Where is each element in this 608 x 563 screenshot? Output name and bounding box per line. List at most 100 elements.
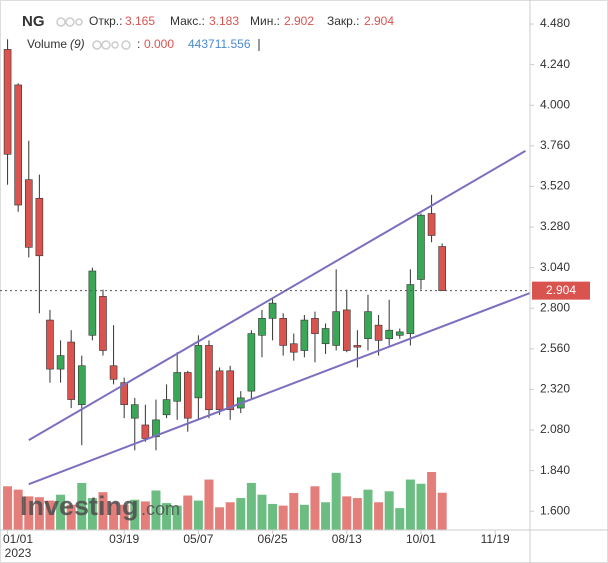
volume-bar (236, 498, 246, 530)
y-tick-label: 2.560 (540, 341, 570, 355)
last-price-label: 2.904 (546, 283, 576, 297)
volume-bar (13, 489, 23, 530)
y-tick-label: 3.280 (540, 219, 570, 233)
volume-bar (257, 494, 267, 530)
volume-bar (24, 496, 34, 530)
candle-body (385, 329, 393, 339)
volume-bar (34, 497, 44, 530)
watermark: Investing (20, 491, 139, 521)
volume-bar (3, 486, 13, 530)
high-label: Макс.: (170, 14, 205, 28)
volume-bar (331, 472, 341, 530)
x-tick-label: 05/07 (183, 532, 213, 546)
open-label: Откр.: (89, 14, 122, 28)
close-label: Закр.: (327, 14, 360, 28)
x-tick-label: 03/19 (109, 532, 139, 546)
volume-bar (162, 503, 172, 530)
y-tick-label: 4.480 (540, 16, 570, 30)
candle-body (215, 370, 224, 411)
candle-body (406, 284, 415, 334)
volume-value: 443711.556 (188, 37, 251, 51)
volume-bar (437, 492, 447, 530)
y-tick-label: 1.600 (540, 503, 570, 517)
volume-bar (427, 472, 437, 530)
candle-body (258, 318, 266, 336)
y-tick-label: 3.520 (540, 179, 570, 193)
y-tick-label: 2.800 (540, 300, 570, 314)
candle-body (35, 197, 44, 257)
low-value: 2.902 (284, 14, 314, 28)
candle-body (364, 311, 372, 339)
volume-ma: 0.000 (144, 37, 174, 51)
plot-area: Investing .com (3, 39, 531, 530)
trend-line (28, 292, 531, 486)
candle-body (342, 309, 351, 351)
candle-body (46, 319, 54, 370)
candle-body (268, 302, 277, 319)
candle-body (173, 372, 181, 402)
candle-body (279, 318, 287, 346)
volume-bar (395, 508, 405, 530)
y-tick-label: 4.240 (540, 57, 570, 71)
legend-icons (56, 17, 131, 50)
last-price-box (532, 281, 590, 300)
candle-body (438, 246, 446, 291)
candle-body (194, 345, 203, 399)
volume-bar (193, 500, 203, 530)
candle-body (88, 270, 97, 336)
candle-body (183, 372, 192, 419)
year-label: 2023 (5, 546, 32, 560)
x-tick-label: 10/01 (406, 532, 436, 546)
volume-bar (130, 499, 140, 530)
candle-body (3, 49, 12, 155)
candle-body (417, 214, 425, 280)
high-value: 3.183 (209, 14, 239, 28)
volume-bar (215, 507, 225, 530)
volume-bar (278, 505, 288, 530)
volume-bar (268, 503, 278, 530)
x-tick-label: 01/01 (3, 532, 33, 546)
volume-bar (151, 490, 161, 530)
candle-body (109, 365, 118, 380)
candle-body (311, 318, 319, 334)
volume-bar (363, 489, 373, 530)
volume-bar (45, 500, 55, 530)
candle-body (141, 424, 150, 439)
candle-body (332, 311, 340, 346)
volume-bar (204, 479, 214, 530)
watermark: .com (141, 499, 180, 519)
candle-body (427, 213, 436, 236)
x-tick-label: 08/13 (332, 532, 362, 546)
volume-bar (172, 505, 182, 530)
x-tick-label: 11/19 (481, 532, 510, 546)
candle-body (130, 404, 139, 419)
volume-bar (352, 498, 362, 530)
volume-bar (405, 479, 415, 530)
volume-bar (66, 504, 76, 530)
volume-bar (342, 496, 352, 530)
x-tick-label: 06/25 (258, 532, 288, 546)
volume-bar (384, 491, 394, 530)
candle-body (14, 84, 22, 206)
y-tick-label: 2.080 (540, 422, 570, 436)
volume-bar (416, 483, 426, 530)
candle-body (205, 345, 213, 411)
candle-body (300, 319, 309, 351)
volume-bar (119, 504, 129, 530)
candle-body (56, 355, 65, 370)
volume-bar (246, 482, 256, 530)
volume-bar (374, 502, 384, 530)
volume-bar (56, 494, 66, 530)
volume-bar (321, 502, 331, 530)
candle-body (67, 341, 75, 400)
volume-bar (77, 482, 87, 530)
volume-period: (9) (70, 37, 85, 51)
volume-bar (98, 492, 108, 530)
candle-body (374, 324, 383, 341)
volume-bar (289, 493, 299, 530)
candle-body (152, 419, 160, 438)
y-tick-label: 4.000 (540, 97, 570, 111)
candle-body (395, 331, 404, 336)
y-tick-label: 3.760 (540, 138, 570, 152)
